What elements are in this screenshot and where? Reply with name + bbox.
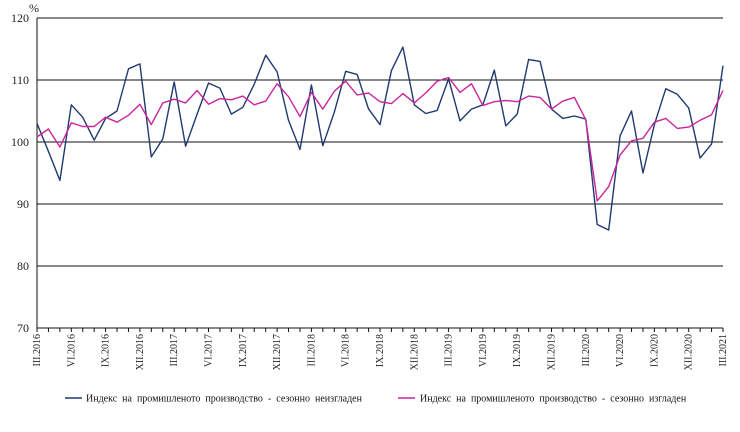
y-tick-label: 120	[11, 11, 29, 25]
series-line-unadjusted	[36, 46, 724, 231]
y-axis: 70 80 90 100 110 120	[11, 11, 29, 335]
x-tick-label: XII.2017	[272, 334, 283, 370]
y-tick-label: 110	[11, 73, 29, 87]
y-tick-label: 100	[11, 135, 29, 149]
x-tick-label: III.2017	[169, 334, 180, 367]
x-tick-label: XII.2020	[684, 334, 695, 370]
x-tick-label: VI.2016	[66, 334, 77, 367]
x-tick-label: IX.2020	[649, 334, 660, 367]
x-tick-label: VI.2019	[478, 334, 489, 367]
x-tick-label: III.2021	[718, 334, 729, 367]
x-tick-label: IX.2017	[238, 334, 249, 367]
x-tick-label: III.2016	[32, 334, 43, 367]
x-tick-label: VI.2017	[204, 334, 215, 367]
y-tick-label: 80	[17, 259, 29, 273]
series-lines	[36, 46, 724, 231]
y-tick-label: 70	[17, 321, 29, 335]
x-tick-label: XII.2016	[135, 334, 146, 370]
y-tick-label: 90	[17, 197, 29, 211]
legend-label-adjusted: Индекс на промишленото производство - се…	[420, 394, 687, 405]
x-tick-label: III.2019	[444, 334, 455, 367]
x-axis: III.2016 VI.2016 IX.2016 XII.2016 III.2017 VI…	[32, 328, 729, 370]
x-tick-label: XII.2018	[409, 334, 420, 370]
y-axis-unit-label: %	[29, 1, 39, 15]
x-tick-label: VI.2018	[341, 334, 352, 367]
x-tick-label: IX.2016	[101, 334, 112, 367]
legend: Индекс на промишленото производство - се…	[65, 394, 687, 405]
x-tick-label: III.2020	[581, 334, 592, 367]
x-tick-label: IX.2018	[375, 334, 386, 367]
x-tick-label: VI.2020	[615, 334, 626, 367]
x-tick-label: IX.2019	[512, 334, 523, 367]
x-tick-label: XII.2019	[547, 334, 558, 370]
x-tick-label: III.2018	[306, 334, 317, 367]
legend-label-unadjusted: Индекс на промишленото производство - се…	[86, 394, 363, 405]
series-line-adjusted	[36, 76, 724, 202]
